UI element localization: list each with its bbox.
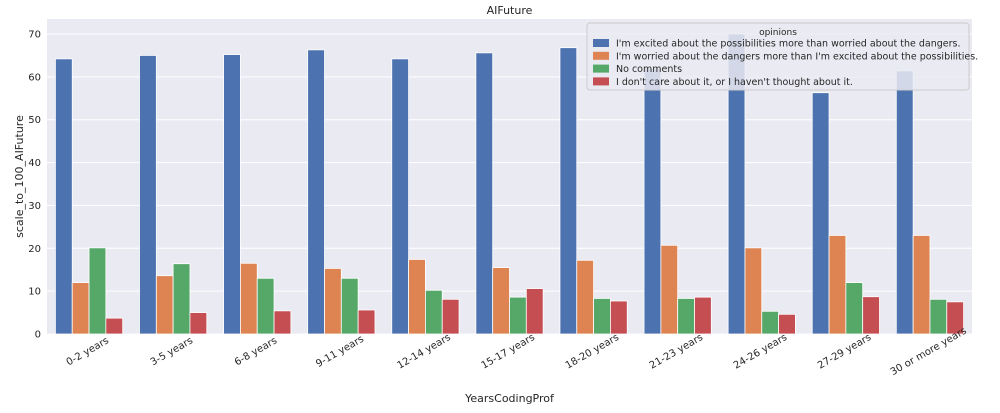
x-tick-label: 24-26 years — [732, 332, 789, 371]
y-tick-label: 10 — [28, 287, 41, 298]
bars — [55, 33, 964, 335]
bar — [845, 282, 864, 335]
y-tick-label: 60 — [28, 72, 41, 83]
bar — [307, 49, 325, 335]
x-tick-label: 9-11 years — [314, 334, 366, 370]
y-tick-label: 40 — [28, 158, 41, 169]
bar — [660, 244, 679, 335]
bar — [71, 282, 90, 335]
bar — [694, 296, 712, 335]
bar — [509, 296, 527, 335]
bar — [256, 277, 275, 335]
x-tick-label: 0-2 years — [65, 335, 111, 368]
bar — [828, 235, 847, 335]
bar — [155, 275, 174, 335]
y-tick-label: 70 — [28, 30, 41, 41]
bar — [778, 313, 796, 335]
bar — [593, 298, 611, 335]
legend-swatch — [593, 51, 609, 60]
bar — [559, 47, 578, 335]
x-tick-label: 3-5 years — [149, 335, 195, 368]
bar — [88, 247, 107, 335]
y-axis-title: scale_to_100_AIFuture — [13, 115, 26, 238]
legend-swatch — [593, 64, 609, 73]
bar — [492, 267, 510, 335]
legend-label: No comments — [616, 64, 682, 75]
x-tick-label: 12-14 years — [396, 332, 453, 371]
y-tick-label: 30 — [28, 201, 41, 212]
x-tick-label: 18-20 years — [564, 332, 621, 371]
bar — [391, 58, 409, 335]
y-tick-label: 50 — [28, 115, 41, 126]
bar — [55, 58, 73, 335]
bar — [340, 277, 359, 335]
legend-label: I don't care about it, or I haven't thou… — [616, 77, 853, 88]
bar — [610, 300, 628, 335]
legend-label: I'm worried about the dangers more than … — [616, 51, 978, 62]
bar — [441, 298, 460, 335]
bar — [525, 288, 544, 335]
y-tick-label: 0 — [35, 330, 41, 341]
x-tick-label: 21-23 years — [648, 332, 705, 371]
bar — [811, 92, 830, 335]
bar — [912, 235, 931, 335]
bar — [273, 310, 292, 335]
x-tick-label: 15-17 years — [480, 332, 537, 371]
bar — [677, 298, 695, 335]
bar — [425, 289, 443, 335]
y-tick-labels: 0 10 20 30 40 50 60 70 — [28, 30, 41, 341]
bar — [223, 54, 241, 335]
bar — [929, 298, 948, 335]
legend: opinions I'm excited about the possibili… — [586, 22, 978, 91]
bar — [744, 247, 763, 335]
bar — [408, 259, 426, 335]
bar — [240, 262, 258, 335]
bar — [895, 70, 914, 335]
legend-label: I'm excited about the possibilities more… — [616, 39, 961, 50]
y-tick-label: 20 — [28, 244, 41, 255]
bar — [576, 259, 594, 335]
bar — [357, 309, 376, 335]
bar — [862, 296, 880, 335]
legend-swatch — [593, 77, 609, 86]
bar — [324, 268, 342, 335]
bar — [189, 312, 208, 335]
legend-swatch — [593, 39, 609, 47]
x-tick-label: 27-29 years — [816, 332, 873, 371]
bar — [139, 55, 157, 335]
bar — [643, 67, 662, 335]
bar — [475, 52, 494, 335]
bar — [946, 301, 964, 335]
bar — [761, 310, 779, 335]
legend-box — [586, 22, 970, 91]
chart-title: AIFuture — [487, 4, 533, 17]
bar — [105, 317, 124, 335]
x-axis-title: YearsCodingProf — [464, 392, 555, 405]
x-tick-label: 6-8 years — [233, 335, 279, 368]
legend-title: opinions — [759, 28, 797, 38]
bar — [172, 263, 191, 335]
